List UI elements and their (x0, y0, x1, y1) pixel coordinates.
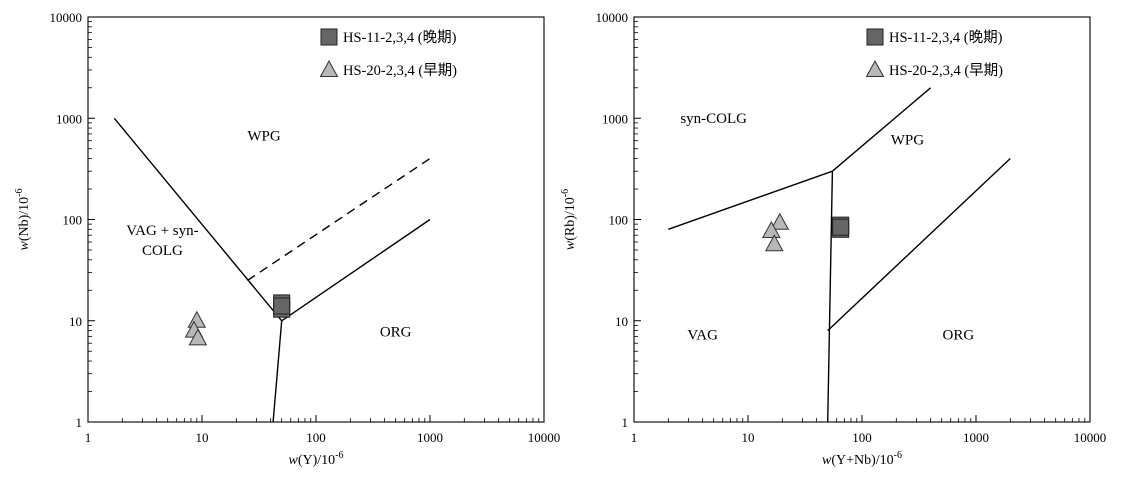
field-boundary-line (113, 117, 283, 322)
field-label: ORG (943, 328, 975, 344)
field-boundary-line (827, 157, 1011, 332)
x-axis-label: w(Y+Nb)/10-6 (822, 450, 902, 468)
field-label: WPG (247, 129, 281, 145)
field-boundary-line (827, 171, 834, 423)
y-axis-label-sup: -6 (14, 188, 25, 196)
y-axis-label-italic: w (17, 241, 32, 251)
triangle-data-point (188, 328, 208, 346)
y-tick-label: 1000 (602, 111, 628, 126)
y-tick-label: 1000 (56, 111, 82, 126)
plot-frame (87, 16, 545, 423)
x-tick-label: 1000 (417, 430, 443, 445)
x-tick-label: 10000 (528, 430, 561, 445)
x-tick-label: 10 (742, 430, 755, 445)
field-label: syn-COLG (680, 111, 747, 127)
x-tick-label: 1000 (963, 430, 989, 445)
y-tick-label: 10000 (50, 10, 83, 25)
triangle-data-point (770, 212, 790, 230)
legend-square-marker (320, 28, 338, 46)
y-tick-label: 1 (622, 415, 629, 430)
x-axis-label-base: (Y+Nb)/10 (831, 453, 893, 468)
field-boundary-line (281, 218, 431, 322)
x-tick-label: 1 (631, 430, 638, 445)
square-data-point (832, 218, 850, 236)
chart-panel-nb-y: 1 10 100 1000 10000 1 10 100 1000 10000 WPG VAG + s… (14, 10, 560, 468)
x-axis-label-italic: w (822, 453, 832, 468)
y-tick-label: 100 (63, 213, 83, 228)
field-boundary-line (668, 170, 833, 230)
square-data-point (273, 297, 291, 315)
y-axis-label-italic: w (563, 240, 578, 250)
field-label: ORG (380, 324, 412, 340)
y-axis-label-base: (Nb)/10 (17, 197, 32, 241)
x-axis-label-sup: -6 (335, 450, 343, 461)
legend-label: HS-11-2,3,4 (晚期) (889, 29, 1003, 46)
legend-square-marker (866, 28, 884, 46)
field-boundary-line (272, 320, 283, 423)
plot-frame (633, 16, 1091, 423)
triangle-data-point (187, 310, 207, 328)
x-tick-label: 10 (196, 430, 209, 445)
x-tick-label: 10000 (1074, 430, 1107, 445)
y-tick-label: 10 (615, 314, 628, 329)
y-tick-label: 1 (76, 415, 83, 430)
legend-triangle-marker (319, 59, 339, 77)
dashed-boundary-line (247, 157, 431, 282)
y-tick-label: 100 (609, 213, 629, 228)
y-axis-label: w(Nb)/10-6 (14, 188, 32, 250)
triangle-data-point (761, 220, 781, 238)
x-axis-label-italic: w (288, 453, 298, 468)
y-axis-label-sup: -6 (560, 189, 571, 197)
y-axis-label-base: (Rb)/10 (563, 197, 578, 241)
legend-label: HS-11-2,3,4 (晚期) (343, 29, 457, 46)
legend-label: HS-20-2,3,4 (早期) (889, 62, 1003, 79)
field-label: WPG (891, 133, 925, 149)
triangle-data-point (764, 234, 784, 252)
legend-triangle-marker (865, 59, 885, 77)
legend-label: HS-20-2,3,4 (早期) (343, 62, 457, 79)
chart-panel-rb-ynb: 1 10 100 1000 10000 1 10 100 1000 10000 syn-COLG WP… (560, 10, 1106, 468)
field-label: COLG (142, 243, 183, 259)
x-tick-label: 100 (852, 430, 872, 445)
field-label: VAG (687, 328, 718, 344)
y-tick-label: 10000 (596, 10, 629, 25)
x-axis-label-base: (Y)/10 (298, 453, 335, 468)
field-label: VAG + syn- (126, 223, 198, 239)
field-boundary-line (831, 87, 932, 172)
x-tick-label: 100 (306, 430, 326, 445)
y-axis-label: w(Rb)/10-6 (560, 189, 578, 250)
x-tick-label: 1 (85, 430, 92, 445)
y-tick-label: 10 (69, 314, 82, 329)
x-axis-label-sup: -6 (894, 450, 902, 461)
x-axis-label: w(Y)/10-6 (288, 450, 343, 468)
